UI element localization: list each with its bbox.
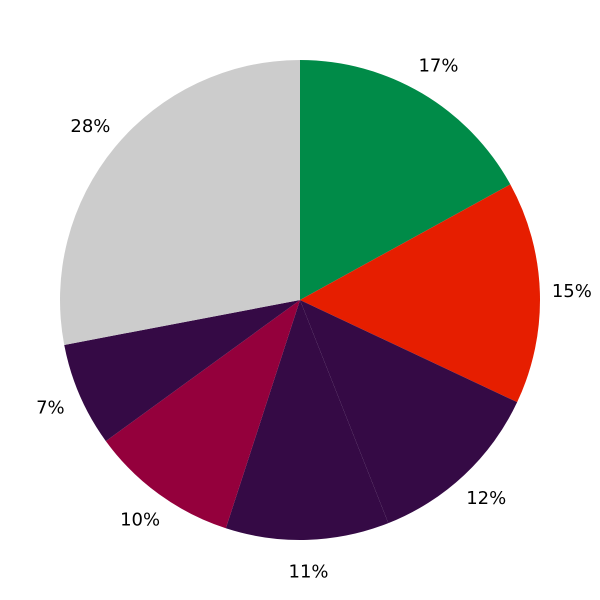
pie-slice bbox=[300, 184, 540, 403]
pie-slice bbox=[59, 60, 301, 345]
slice-label: 11% bbox=[289, 561, 329, 582]
pie-slice bbox=[300, 60, 511, 300]
pie-slice bbox=[64, 300, 300, 442]
slice-label: 17% bbox=[418, 55, 458, 76]
slice-label: 7% bbox=[36, 398, 65, 419]
pie-slice bbox=[105, 300, 300, 529]
slice-label: 15% bbox=[552, 281, 592, 302]
pie-slice bbox=[225, 300, 389, 540]
slice-label: 28% bbox=[70, 116, 110, 137]
slice-label: 12% bbox=[466, 488, 506, 509]
slice-label: 10% bbox=[120, 510, 160, 531]
pie-slice bbox=[300, 300, 518, 524]
